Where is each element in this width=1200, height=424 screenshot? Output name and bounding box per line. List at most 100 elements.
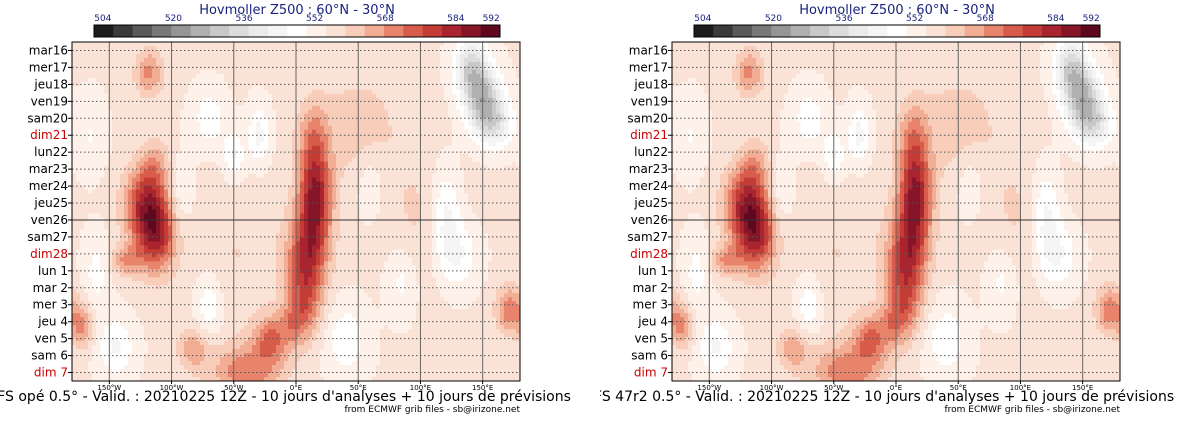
heatmap-cell: [316, 137, 321, 143]
heatmap-cell: [256, 49, 261, 55]
heatmap-cell: [464, 45, 469, 51]
heatmap-cell: [328, 141, 333, 147]
heatmap-cell: [116, 177, 121, 182]
heatmap-cell: [128, 185, 133, 190]
heatmap-cell: [192, 157, 197, 163]
heatmap-cell: [180, 145, 185, 151]
heatmap-cell: [216, 42, 221, 47]
heatmap-cell: [360, 57, 365, 63]
heatmap-cell: [164, 125, 169, 131]
heatmap-cell: [316, 69, 321, 75]
heatmap-cell: [240, 129, 245, 135]
heatmap-cell: [488, 209, 493, 214]
heatmap-cell: [496, 133, 501, 139]
heatmap-cell: [144, 77, 149, 83]
heatmap-cell: [160, 117, 165, 123]
heatmap-cell: [368, 65, 373, 71]
heatmap-cell: [164, 221, 169, 226]
heatmap-cell: [444, 129, 449, 135]
heatmap-cell: [508, 197, 513, 202]
heatmap-cell: [496, 45, 501, 51]
heatmap-cell: [84, 65, 89, 71]
heatmap-cell: [192, 145, 197, 151]
heatmap-cell: [108, 137, 113, 143]
heatmap-cell: [132, 161, 137, 167]
heatmap-cell: [136, 85, 141, 91]
heatmap-cell: [420, 113, 425, 119]
heatmap-cell: [216, 213, 221, 218]
heatmap-cell: [296, 125, 301, 131]
heatmap-cell: [276, 69, 281, 75]
heatmap-cell: [280, 69, 285, 75]
heatmap-cell: [456, 153, 461, 159]
heatmap-cell: [328, 157, 333, 163]
heatmap-cell: [296, 117, 301, 123]
heatmap-cell: [376, 69, 381, 75]
heatmap-cell: [268, 121, 273, 127]
heatmap-cell: [380, 89, 385, 95]
heatmap-cell: [148, 129, 153, 135]
heatmap-cell: [136, 65, 141, 71]
heatmap-cell: [264, 69, 269, 75]
heatmap-cell: [332, 113, 337, 119]
heatmap-cell: [476, 153, 481, 159]
heatmap-cell: [96, 101, 101, 107]
heatmap-cell: [272, 81, 277, 87]
heatmap-cell: [440, 173, 445, 178]
heatmap-cell: [308, 177, 313, 182]
heatmap-cell: [192, 153, 197, 159]
heatmap-cell: [140, 213, 145, 218]
heatmap-cell: [280, 113, 285, 119]
heatmap-cell: [420, 169, 425, 175]
heatmap-cell: [96, 81, 101, 87]
heatmap-cell: [120, 113, 125, 119]
heatmap-cell: [140, 137, 145, 143]
heatmap-cell: [304, 205, 309, 210]
heatmap-cell: [184, 197, 189, 202]
heatmap-cell: [152, 221, 157, 226]
heatmap-cell: [456, 53, 461, 59]
heatmap-cell: [392, 189, 397, 194]
heatmap-cell: [292, 153, 297, 159]
heatmap-cell: [216, 45, 221, 51]
heatmap-cell: [212, 57, 217, 63]
heatmap-cell: [88, 193, 93, 198]
heatmap-cell: [464, 69, 469, 75]
heatmap-cell: [124, 185, 129, 190]
heatmap-cell: [296, 133, 301, 139]
heatmap-cell: [236, 185, 241, 190]
heatmap-cell: [420, 57, 425, 63]
heatmap-cell: [488, 93, 493, 99]
heatmap-cell: [176, 101, 181, 107]
heatmap-cell: [328, 42, 333, 47]
heatmap-cell: [204, 161, 209, 167]
heatmap-cell: [376, 161, 381, 167]
heatmap-cell: [456, 117, 461, 123]
heatmap-cell: [324, 45, 329, 51]
heatmap-cell: [388, 201, 393, 206]
heatmap-cell: [224, 77, 229, 83]
heatmap-cell: [256, 69, 261, 75]
heatmap-cell: [364, 45, 369, 51]
heatmap-cell: [228, 121, 233, 127]
heatmap-cell: [252, 185, 257, 190]
heatmap-cell: [132, 101, 137, 107]
heatmap-cell: [224, 57, 229, 63]
heatmap-cell: [108, 133, 113, 139]
heatmap-cell: [116, 61, 121, 67]
colorbar-tick-label: 568: [377, 14, 394, 24]
heatmap-cell: [248, 169, 253, 175]
heatmap-cell: [156, 89, 161, 95]
heatmap-cell: [404, 85, 409, 91]
heatmap-cell: [428, 101, 433, 107]
heatmap-cell: [208, 205, 213, 210]
heatmap-cell: [340, 129, 345, 135]
heatmap-cell: [128, 61, 133, 67]
heatmap-cell: [108, 97, 113, 103]
heatmap-cell: [504, 161, 509, 167]
heatmap-cell: [448, 57, 453, 63]
heatmap-cell: [368, 201, 373, 206]
heatmap-cell: [100, 153, 105, 159]
heatmap-cell: [296, 73, 301, 79]
heatmap-cell: [288, 121, 293, 127]
